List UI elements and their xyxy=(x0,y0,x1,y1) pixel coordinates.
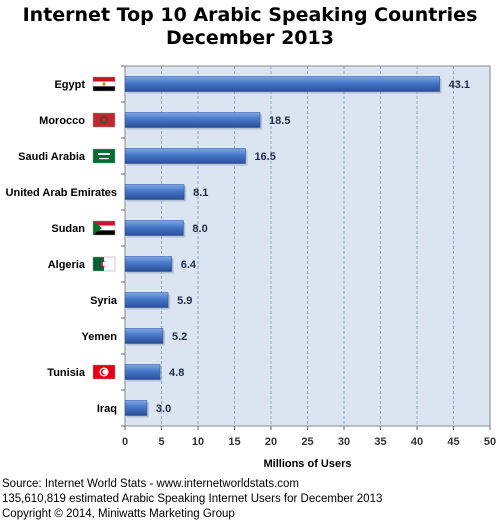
x-tick-label: 5 xyxy=(158,436,164,448)
category-label: Tunisia xyxy=(47,367,86,379)
source-line: Source: Internet World Stats - www.inter… xyxy=(2,478,299,490)
value-label: 3.0 xyxy=(156,403,171,415)
x-tick-label: 40 xyxy=(411,436,423,448)
category-label: Morocco xyxy=(39,115,85,127)
category-label: Saudi Arabia xyxy=(18,151,86,163)
value-label: 8.0 xyxy=(192,223,207,235)
bar-saudi-arabia xyxy=(124,148,246,164)
value-label: 5.2 xyxy=(172,331,187,343)
bar-algeria xyxy=(124,256,172,272)
value-label: 18.5 xyxy=(269,115,290,127)
bar-chart: 0 5 10 15 20 25 30 35 40 45 50 43.1 Egypt 18.5 Morocco… xyxy=(6,65,496,470)
value-label: 6.4 xyxy=(181,259,197,271)
bar-morocco xyxy=(124,112,261,128)
category-label: Algeria xyxy=(48,259,86,271)
category-label: Yemen xyxy=(82,331,118,343)
category-label: Sudan xyxy=(51,223,85,235)
bar-yemen xyxy=(124,328,164,344)
saudi-arabia-flag-icon xyxy=(92,148,116,164)
algeria-flag-icon xyxy=(92,256,116,272)
value-label: 16.5 xyxy=(254,151,275,163)
value-label: 8.1 xyxy=(193,187,208,199)
x-tick-label: 50 xyxy=(484,436,496,448)
copyright-line: Copyright © 2014, Miniwatts Marketing Gr… xyxy=(2,508,235,520)
category-label: United Arab Emirates xyxy=(6,187,117,199)
category-label: Iraq xyxy=(97,403,117,415)
x-tick-label: 35 xyxy=(374,436,386,448)
tunisia-flag-icon xyxy=(92,364,116,380)
users-estimate-line: 135,610,819 estimated Arabic Speaking In… xyxy=(2,493,383,505)
x-tick-label: 15 xyxy=(228,436,240,448)
morocco-flag-icon xyxy=(92,112,116,128)
x-tick-label: 20 xyxy=(265,436,277,448)
bar-iraq xyxy=(124,400,148,416)
bar-united-arab-emirates xyxy=(124,184,185,200)
bar-syria xyxy=(124,292,169,308)
egypt-flag-icon xyxy=(92,76,116,92)
x-tick-label: 25 xyxy=(301,436,313,448)
sudan-flag-icon xyxy=(92,220,116,236)
category-label: Egypt xyxy=(54,79,85,91)
x-tick-label: 0 xyxy=(122,436,128,448)
x-tick-label: 30 xyxy=(338,436,350,448)
bar-tunisia xyxy=(124,364,161,380)
x-tick-label: 10 xyxy=(192,436,204,448)
chart-title: Internet Top 10 Arabic Speaking Countrie… xyxy=(22,4,478,26)
value-label: 4.8 xyxy=(169,367,184,379)
bar-egypt xyxy=(124,76,440,92)
category-label: Syria xyxy=(90,295,118,307)
value-label: 5.9 xyxy=(177,295,192,307)
x-tick-label: 45 xyxy=(447,436,459,448)
value-label: 43.1 xyxy=(449,79,470,91)
bar-sudan xyxy=(124,220,184,236)
chart-subtitle: December 2013 xyxy=(166,27,334,49)
x-axis-label: Millions of Users xyxy=(263,458,351,470)
